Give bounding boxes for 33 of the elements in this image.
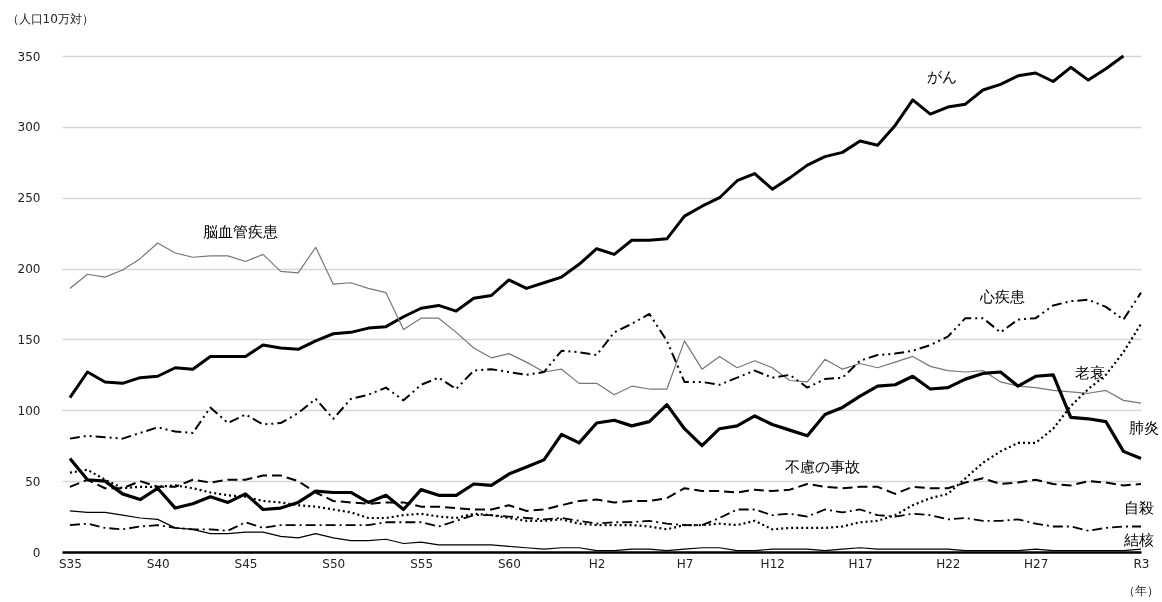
x-tick-label: H27: [1024, 556, 1049, 571]
series-label: 老衰: [1075, 364, 1105, 382]
x-tick-label: H12: [760, 556, 785, 571]
line-series: [69, 242, 1142, 404]
x-tick-label: H22: [936, 556, 961, 571]
y-tick-label: 100: [17, 403, 41, 418]
y-tick-label: 200: [17, 262, 41, 277]
series-label: 肺炎: [1129, 419, 1159, 437]
x-axis-title: （年）: [1122, 583, 1159, 598]
series-label: 心疾患: [978, 288, 1025, 306]
x-tick-label: S45: [234, 556, 258, 571]
x-tick-label: S40: [146, 556, 170, 571]
series-label: 不慮の事故: [784, 458, 860, 476]
x-tick-label: R3: [1133, 556, 1150, 571]
x-tick-label: S60: [497, 556, 521, 571]
y-axis-title: （人口10万対）: [6, 11, 94, 26]
x-tick-label: H7: [676, 556, 694, 571]
y-tick-label: 300: [17, 120, 41, 135]
y-tick-label: 250: [17, 191, 41, 206]
series-label: 結核: [1123, 531, 1154, 549]
series-label: 自殺: [1124, 499, 1154, 517]
y-tick-label: 0: [32, 545, 41, 560]
y-tick-label: 50: [25, 474, 41, 489]
x-tick-label: S55: [410, 556, 434, 571]
series-label: 脳血管疾患: [202, 223, 278, 241]
y-tick-label: 150: [17, 332, 41, 347]
x-tick-label: S50: [322, 556, 346, 571]
x-tick-label: H17: [848, 556, 873, 571]
y-tick-label: 350: [17, 49, 41, 64]
x-tick-label: S35: [58, 556, 82, 571]
x-tick-label: H2: [588, 556, 606, 571]
series-label: がん: [927, 68, 957, 86]
line-series: [68, 54, 1125, 400]
